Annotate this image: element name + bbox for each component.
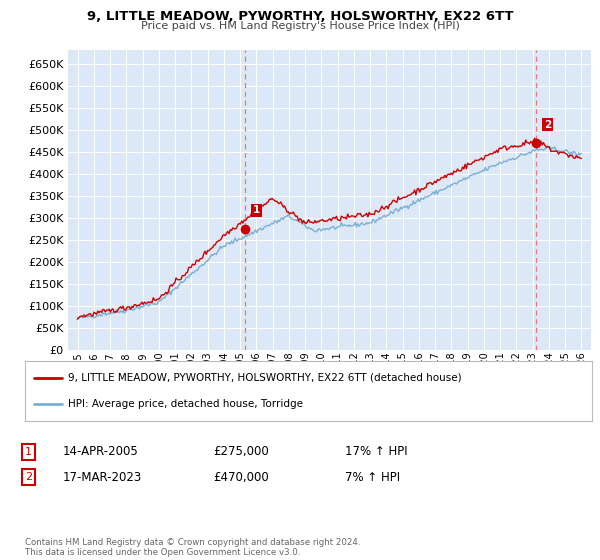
- Text: 1: 1: [253, 206, 260, 216]
- Text: 7% ↑ HPI: 7% ↑ HPI: [345, 470, 400, 484]
- Text: 17-MAR-2023: 17-MAR-2023: [63, 470, 142, 484]
- Text: 2: 2: [25, 472, 32, 482]
- Text: £275,000: £275,000: [213, 445, 269, 459]
- Text: 9, LITTLE MEADOW, PYWORTHY, HOLSWORTHY, EX22 6TT (detached house): 9, LITTLE MEADOW, PYWORTHY, HOLSWORTHY, …: [68, 372, 461, 382]
- Text: 2: 2: [544, 119, 551, 129]
- Text: 17% ↑ HPI: 17% ↑ HPI: [345, 445, 407, 459]
- Text: £470,000: £470,000: [213, 470, 269, 484]
- Text: 14-APR-2005: 14-APR-2005: [63, 445, 139, 459]
- Text: HPI: Average price, detached house, Torridge: HPI: Average price, detached house, Torr…: [68, 399, 303, 409]
- Text: 9, LITTLE MEADOW, PYWORTHY, HOLSWORTHY, EX22 6TT: 9, LITTLE MEADOW, PYWORTHY, HOLSWORTHY, …: [87, 10, 513, 23]
- Text: Price paid vs. HM Land Registry's House Price Index (HPI): Price paid vs. HM Land Registry's House …: [140, 21, 460, 31]
- Text: 1: 1: [25, 447, 32, 457]
- Text: Contains HM Land Registry data © Crown copyright and database right 2024.
This d: Contains HM Land Registry data © Crown c…: [25, 538, 361, 557]
